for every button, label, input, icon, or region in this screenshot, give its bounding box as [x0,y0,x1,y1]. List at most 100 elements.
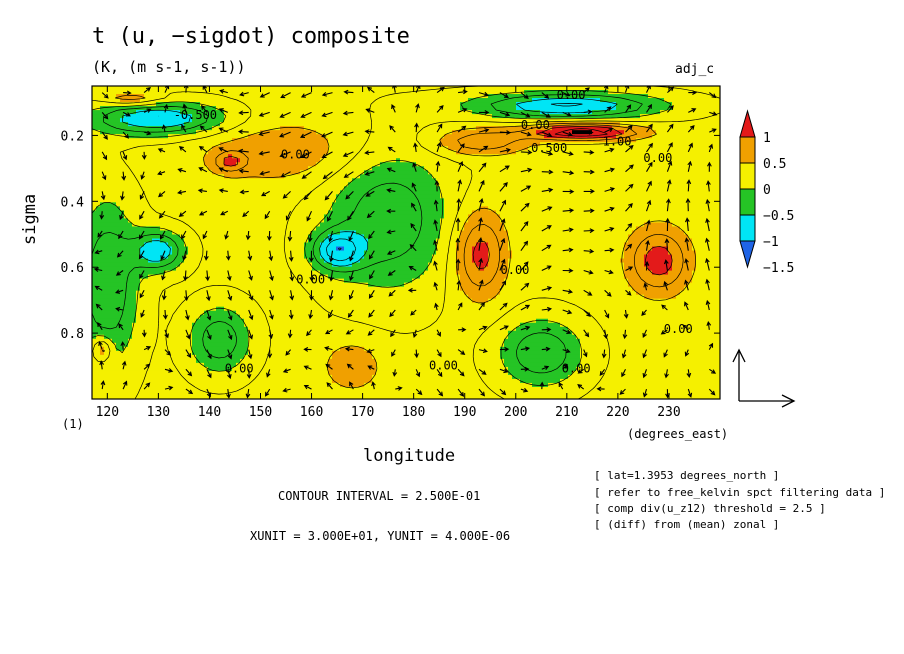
heatmap-cell [208,162,213,167]
heatmap-cell [132,146,137,151]
heatmap-cell [284,86,289,91]
heatmap-cell [344,250,349,256]
heatmap-cell [108,394,113,399]
heatmap-cell [304,282,309,288]
heatmap-cell [336,206,341,211]
heatmap-cell [96,390,101,396]
heatmap-cell [160,382,165,388]
heatmap-cell [228,166,233,171]
heatmap-cell [248,170,253,175]
heatmap-cell [164,350,169,356]
heatmap-cell [196,282,201,288]
heatmap-cell [152,138,157,143]
heatmap-cell [300,306,305,312]
heatmap-cell [160,94,165,99]
heatmap-cell [276,390,281,396]
heatmap-cell [204,386,209,392]
heatmap-cell [280,170,285,175]
heatmap-cell [336,118,341,123]
heatmap-cell [296,370,301,376]
heatmap-cell [340,158,345,163]
heatmap-cell [108,174,113,179]
heatmap-cell [344,94,349,99]
heatmap-cell [172,394,177,399]
heatmap-cell [280,302,285,308]
heatmap-cell [328,302,333,308]
heatmap-cell [340,362,345,368]
heatmap-cell [332,158,337,163]
heatmap-cell [148,178,153,183]
heatmap-cell [184,322,189,328]
heatmap-cell [244,170,249,175]
heatmap-cell [260,310,265,316]
heatmap-cell [96,278,101,284]
heatmap-cell [140,90,145,95]
heatmap-cell [272,322,277,328]
heatmap-cell [268,350,273,356]
heatmap-cell [316,346,321,352]
heatmap-cell [324,342,329,348]
heatmap-cell [132,110,137,115]
heatmap-cell [284,186,289,191]
heatmap-cell [340,226,345,232]
heatmap-cell [264,182,269,187]
heatmap-cell [220,314,225,320]
heatmap-cell [188,182,193,187]
heatmap-cell [296,190,301,195]
heatmap-cell [156,118,161,123]
heatmap-cell [272,310,277,316]
heatmap-cell [248,362,253,368]
heatmap-cell [312,118,317,123]
heatmap-cell [96,366,101,372]
heatmap-cell [152,242,157,248]
heatmap-cell [272,394,277,399]
heatmap-cell [232,334,237,340]
heatmap-cell [280,310,285,316]
heatmap-cell [172,158,177,163]
heatmap-cell [204,358,209,364]
heatmap-cell [340,378,345,384]
heatmap-cell [308,174,313,179]
heatmap-cell [328,134,333,139]
heatmap-cell [268,238,273,244]
heatmap-cell [328,362,333,368]
heatmap-cell [260,382,265,388]
heatmap-cell [324,154,329,159]
heatmap-cell [344,170,349,175]
heatmap-cell [312,326,317,332]
heatmap-cell [188,294,193,300]
heatmap-cell [276,194,281,199]
heatmap-cell [276,222,281,228]
heatmap-cell [244,226,249,232]
heatmap-cell [272,274,277,280]
heatmap-cell [108,234,113,240]
heatmap-cell [128,382,133,388]
heatmap-cell [136,374,141,380]
heatmap-cell [204,258,209,264]
heatmap-cell [188,194,193,199]
heatmap-cell [240,146,245,151]
heatmap-cell [232,262,237,268]
heatmap-cell [224,246,229,252]
heatmap-cell [224,242,229,248]
heatmap-cell [236,318,241,324]
heatmap-cell [256,366,261,372]
heatmap-cell [212,342,217,348]
heatmap-cell [260,242,265,248]
heatmap-cell [196,118,201,123]
heatmap-cell [232,370,237,376]
heatmap-cell [304,250,309,256]
heatmap-cell [204,298,209,304]
heatmap-cell [236,102,241,107]
heatmap-cell [216,338,221,344]
heatmap-cell [128,98,133,103]
heatmap-cell [108,202,113,207]
heatmap-cell [112,154,117,159]
heatmap-cell [320,286,325,292]
heatmap-cell [128,166,133,171]
heatmap-cell [264,342,269,348]
heatmap-cell [220,282,225,288]
heatmap-cell [184,378,189,384]
heatmap-cell [192,198,197,203]
heatmap-cell [148,106,153,111]
